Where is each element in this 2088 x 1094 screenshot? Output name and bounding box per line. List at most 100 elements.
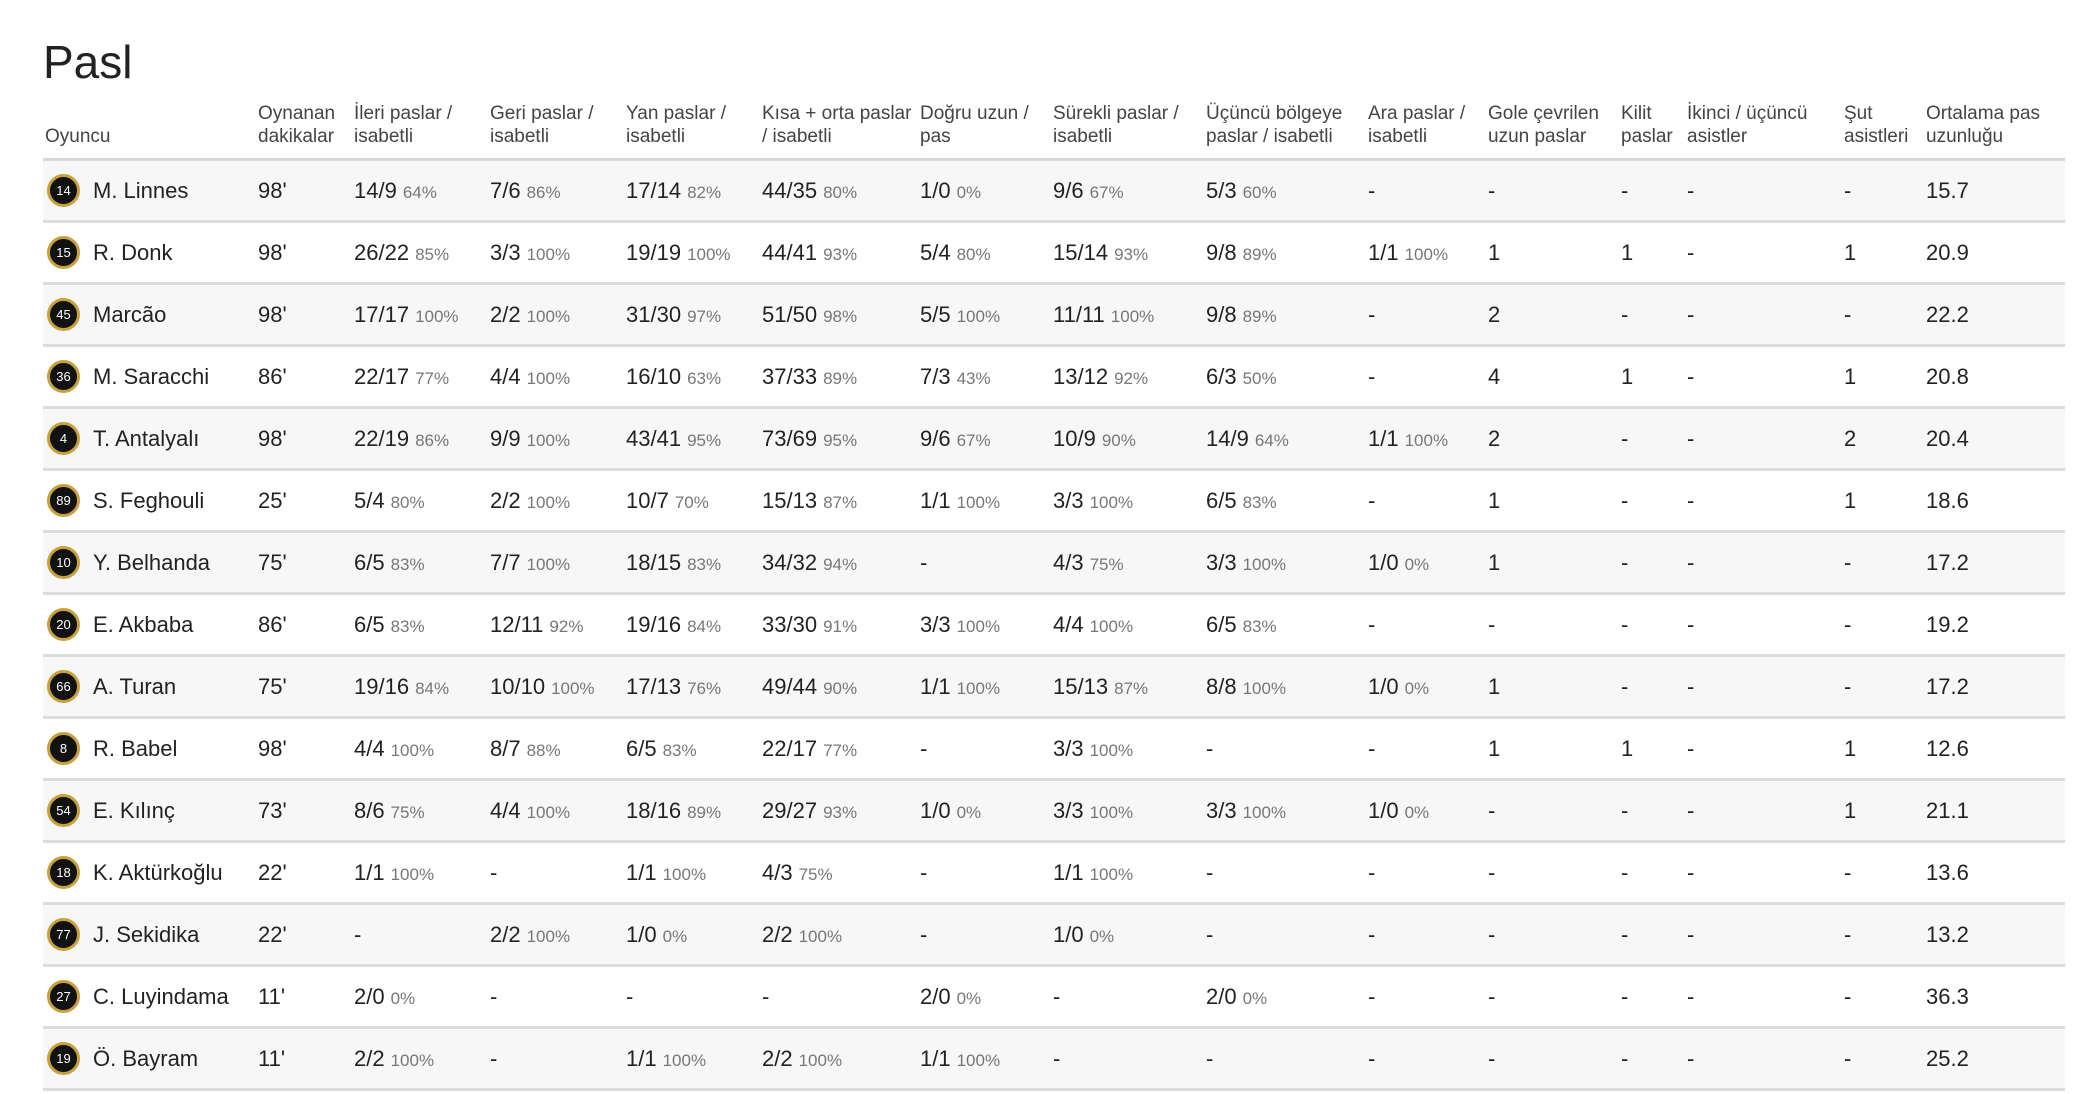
cell-shot-assists: - — [1842, 531, 1924, 595]
cell-percentage: 75% — [798, 864, 833, 884]
cell-minutes: 22' — [256, 903, 352, 967]
column-header-through-passes[interactable]: Ara paslar / isabetli — [1366, 88, 1486, 161]
cell-shot-assists: - — [1842, 965, 1924, 1029]
player-name-link[interactable]: S. Feghouli — [93, 487, 205, 513]
cell-key-passes: - — [1619, 779, 1685, 843]
cell-final-third-passes: 2/0 0% — [1204, 965, 1366, 1029]
column-header-short-medium-passes[interactable]: Kısa + orta paslar / isabetli — [760, 88, 918, 161]
player-name-link[interactable]: K. Aktürkoğlu — [93, 859, 223, 885]
cell-final-third-passes: 3/3 100% — [1204, 779, 1366, 843]
player-name-link[interactable]: E. Kılınç — [93, 797, 175, 823]
cell-percentage: 100% — [956, 616, 1001, 636]
column-header-long-passes[interactable]: Doğru uzun / pas — [918, 88, 1051, 161]
cell-percentage: 100% — [956, 678, 1001, 698]
cell-value: 5/3 — [1206, 177, 1237, 203]
cell-lateral-passes: 16/10 63% — [624, 345, 760, 409]
cell-back-passes: 7/6 86% — [488, 159, 624, 223]
player-name-link[interactable]: E. Akbaba — [93, 611, 194, 637]
cell-avg-pass-length: 17.2 — [1924, 655, 2065, 719]
column-header-key-passes[interactable]: Kilit paslar — [1619, 88, 1685, 161]
cell-value: - — [490, 983, 498, 1009]
cell-second-third-assists: - — [1685, 593, 1842, 657]
cell-value: - — [626, 983, 634, 1009]
cell-minutes: 11' — [256, 965, 352, 1029]
column-header-back-passes[interactable]: Geri paslar / isabetli — [488, 88, 624, 161]
column-header-progressive-passes[interactable]: Sürekli paslar / isabetli — [1051, 88, 1204, 161]
cell-percentage: 93% — [823, 802, 858, 822]
player-name-link[interactable]: Y. Belhanda — [93, 549, 211, 575]
cell-value: 9/8 — [1206, 301, 1237, 327]
column-header-long-passes-to-goal[interactable]: Gole çevrilen uzun paslar — [1486, 88, 1619, 161]
player-name-link[interactable]: C. Luyindama — [93, 983, 229, 1009]
table-row: 14 M. Linnes 98' 14/9 64% 7/6 86% 17/14 82% 44/35… — [43, 159, 2065, 223]
cell-long-passes-to-goal: - — [1486, 841, 1619, 905]
cell-value: 5/5 — [920, 301, 951, 327]
column-header-shot-assists[interactable]: Şut asistleri — [1842, 88, 1924, 161]
cell-percentage: 100% — [1242, 554, 1287, 574]
cell-value: 2/2 — [490, 301, 521, 327]
column-header-minutes[interactable]: Oynanan dakikalar — [256, 88, 352, 161]
cell-percentage: 100% — [798, 926, 843, 946]
player-name-link[interactable]: R. Donk — [93, 239, 173, 265]
cell-progressive-passes: 4/3 75% — [1051, 531, 1204, 595]
cell-percentage: 100% — [526, 430, 571, 450]
cell-percentage: 89% — [1242, 244, 1277, 264]
cell-through-passes: 1/1 100% — [1366, 407, 1486, 471]
cell-value: 15/14 — [1053, 239, 1109, 265]
cell-minutes: 75' — [256, 655, 352, 719]
player-name-link[interactable]: J. Sekidika — [93, 921, 200, 947]
cell-value: 12/11 — [490, 611, 544, 637]
cell-player: 27 C. Luyindama — [43, 965, 256, 1029]
cell-value: - — [490, 859, 498, 885]
cell-player: 89 S. Feghouli — [43, 469, 256, 533]
cell-value: 31/30 — [626, 301, 682, 327]
player-name-link[interactable]: Ö. Bayram — [93, 1045, 199, 1071]
column-header-avg-pass-length[interactable]: Ortalama pas uzunluğu — [1924, 88, 2065, 161]
player-cell: 20 E. Akbaba — [45, 608, 252, 641]
cell-shot-assists: 1 — [1842, 221, 1924, 285]
cell-value: - — [1206, 735, 1214, 761]
cell-value: 13/12 — [1053, 363, 1109, 389]
cell-percentage: 100% — [551, 678, 595, 698]
column-header-second-third-assists[interactable]: İkinci / üçüncü asistler — [1685, 88, 1842, 161]
cell-percentage: 64% — [1254, 430, 1289, 450]
cell-value: - — [1206, 921, 1214, 947]
cell-percentage: 89% — [687, 802, 722, 822]
cell-minutes: 11' — [256, 1027, 352, 1091]
jersey-number-badge: 54 — [47, 794, 80, 827]
player-name-link[interactable]: R. Babel — [93, 735, 178, 761]
column-header-player[interactable]: Oyuncu — [43, 88, 256, 161]
player-cell: 36 M. Saracchi — [45, 360, 252, 393]
player-name-link[interactable]: M. Linnes — [93, 177, 189, 203]
cell-value: 1/1 — [1053, 859, 1084, 885]
cell-shot-assists: - — [1842, 283, 1924, 347]
player-name-link[interactable]: Marcão — [93, 301, 167, 327]
cell-progressive-passes: 15/13 87% — [1051, 655, 1204, 719]
cell-key-passes: - — [1619, 655, 1685, 719]
cell-through-passes: - — [1366, 1027, 1486, 1091]
cell-player: 10 Y. Belhanda — [43, 531, 256, 595]
cell-percentage: 0% — [1404, 678, 1430, 698]
cell-percentage: 87% — [823, 492, 858, 512]
player-name-link[interactable]: T. Antalyalı — [93, 425, 200, 451]
cell-avg-pass-length: 12.6 — [1924, 717, 2065, 781]
cell-value: 6/5 — [1206, 611, 1237, 637]
cell-long-passes: 5/4 80% — [918, 221, 1051, 285]
cell-key-passes: - — [1619, 469, 1685, 533]
cell-percentage: 83% — [390, 616, 425, 636]
table-row: 36 M. Saracchi 86' 22/17 77% 4/4 100% 16/10 63% 3… — [43, 345, 2065, 409]
cell-through-passes: - — [1366, 159, 1486, 223]
cell-percentage: 100% — [1089, 864, 1134, 884]
column-header-forward-passes[interactable]: İleri paslar / isabetli — [352, 88, 488, 161]
cell-value: 3/3 — [920, 611, 951, 637]
player-name-link[interactable]: M. Saracchi — [93, 363, 210, 389]
column-header-final-third-passes[interactable]: Üçüncü bölgeye paslar / isabetli — [1204, 88, 1366, 161]
cell-final-third-passes: 9/8 89% — [1204, 283, 1366, 347]
cell-percentage: 83% — [390, 554, 425, 574]
cell-key-passes: - — [1619, 407, 1685, 471]
column-header-lateral-passes[interactable]: Yan paslar / isabetli — [624, 88, 760, 161]
cell-progressive-passes: 10/9 90% — [1051, 407, 1204, 471]
cell-value: 7/3 — [920, 363, 951, 389]
jersey-number-badge: 15 — [47, 236, 80, 269]
player-name-link[interactable]: A. Turan — [93, 673, 177, 699]
